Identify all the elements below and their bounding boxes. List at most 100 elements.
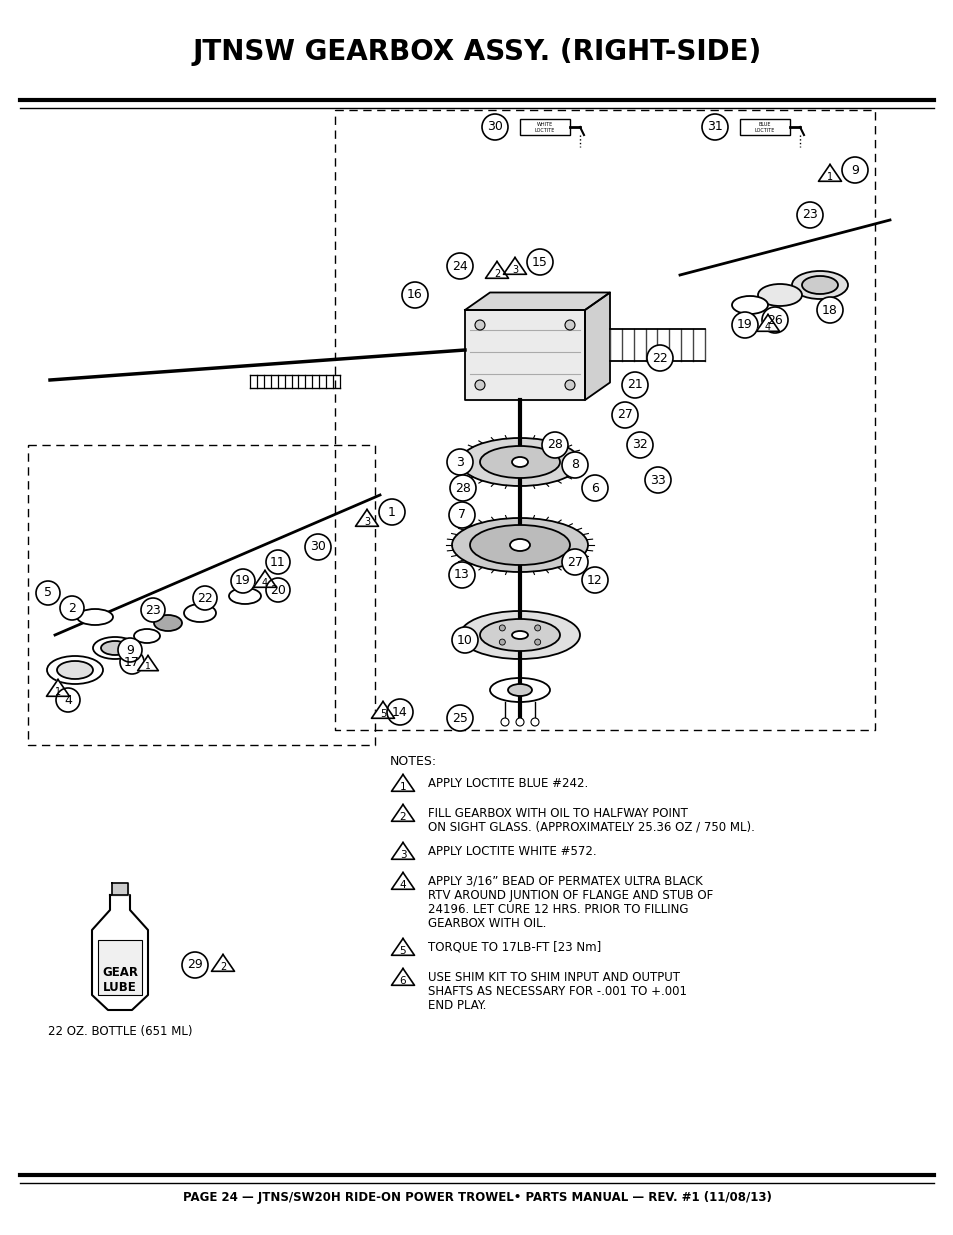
Bar <box>740 119 789 135</box>
Text: 4: 4 <box>64 694 71 706</box>
Circle shape <box>447 450 473 475</box>
Circle shape <box>193 585 216 610</box>
Text: 18: 18 <box>821 304 837 316</box>
Circle shape <box>449 501 475 529</box>
Polygon shape <box>464 293 609 310</box>
Polygon shape <box>391 774 414 792</box>
Circle shape <box>526 249 553 275</box>
Ellipse shape <box>479 446 559 478</box>
Ellipse shape <box>479 619 559 651</box>
Text: 19: 19 <box>737 319 752 331</box>
Circle shape <box>531 718 538 726</box>
Ellipse shape <box>801 275 837 294</box>
Circle shape <box>564 320 575 330</box>
Circle shape <box>731 312 758 338</box>
Circle shape <box>761 308 787 333</box>
Circle shape <box>816 296 842 324</box>
Circle shape <box>701 114 727 140</box>
Text: 22: 22 <box>197 592 213 604</box>
Circle shape <box>447 253 473 279</box>
Text: 10: 10 <box>456 634 473 646</box>
Text: 22 OZ. BOTTLE (651 ML): 22 OZ. BOTTLE (651 ML) <box>48 1025 193 1037</box>
Polygon shape <box>584 293 609 400</box>
Text: END PLAY.: END PLAY. <box>428 999 486 1011</box>
Polygon shape <box>391 968 414 986</box>
Circle shape <box>475 320 484 330</box>
Text: 28: 28 <box>455 482 471 494</box>
Text: 32: 32 <box>632 438 647 452</box>
Text: 5: 5 <box>399 946 406 956</box>
Ellipse shape <box>229 588 261 604</box>
Text: JTNSW GEARBOX ASSY. (RIGHT-SIDE): JTNSW GEARBOX ASSY. (RIGHT-SIDE) <box>193 38 760 65</box>
Circle shape <box>378 499 405 525</box>
Text: 8: 8 <box>571 458 578 472</box>
Circle shape <box>564 380 575 390</box>
Ellipse shape <box>731 296 767 314</box>
Ellipse shape <box>133 629 160 643</box>
Polygon shape <box>391 939 414 956</box>
Polygon shape <box>47 679 70 697</box>
Polygon shape <box>391 872 414 889</box>
Ellipse shape <box>512 631 527 638</box>
Circle shape <box>500 718 509 726</box>
Circle shape <box>516 718 523 726</box>
Text: 30: 30 <box>487 121 502 133</box>
Text: APPLY 3/16” BEAD OF PERMATEX ULTRA BLACK: APPLY 3/16” BEAD OF PERMATEX ULTRA BLACK <box>428 876 702 888</box>
Text: LOCTITE: LOCTITE <box>754 128 775 133</box>
Text: WHITE: WHITE <box>537 121 553 126</box>
Text: 15: 15 <box>532 256 547 268</box>
Text: 1: 1 <box>55 687 61 697</box>
Circle shape <box>141 598 165 622</box>
Text: 5: 5 <box>44 587 52 599</box>
Circle shape <box>56 688 80 713</box>
Ellipse shape <box>459 438 579 487</box>
Circle shape <box>401 282 428 308</box>
Text: FILL GEARBOX WITH OIL TO HALFWAY POINT: FILL GEARBOX WITH OIL TO HALFWAY POINT <box>428 806 687 820</box>
Circle shape <box>182 952 208 978</box>
Text: RTV AROUND JUNTION OF FLANGE AND STUB OF: RTV AROUND JUNTION OF FLANGE AND STUB OF <box>428 889 713 902</box>
Ellipse shape <box>791 270 847 299</box>
Polygon shape <box>756 315 779 331</box>
Ellipse shape <box>490 678 550 701</box>
Text: 2: 2 <box>68 601 76 615</box>
Polygon shape <box>391 842 414 860</box>
Circle shape <box>450 475 476 501</box>
Bar <box>98 940 142 995</box>
Circle shape <box>498 625 505 631</box>
Text: 24: 24 <box>452 259 467 273</box>
Polygon shape <box>355 510 378 526</box>
Circle shape <box>481 114 507 140</box>
Text: 5: 5 <box>379 709 386 719</box>
Text: 19: 19 <box>234 574 251 588</box>
Ellipse shape <box>452 517 587 572</box>
Text: 33: 33 <box>649 473 665 487</box>
Text: 26: 26 <box>766 314 782 326</box>
Circle shape <box>387 699 413 725</box>
Circle shape <box>581 567 607 593</box>
Text: GEARBOX WITH OIL.: GEARBOX WITH OIL. <box>428 918 546 930</box>
Circle shape <box>541 432 567 458</box>
Ellipse shape <box>184 604 215 622</box>
Text: 13: 13 <box>454 568 470 582</box>
Text: 22: 22 <box>652 352 667 364</box>
Text: 4: 4 <box>764 321 770 331</box>
Text: 3: 3 <box>399 850 406 860</box>
Text: APPLY LOCTITE BLUE #242.: APPLY LOCTITE BLUE #242. <box>428 777 588 790</box>
Polygon shape <box>503 258 526 274</box>
Text: 2: 2 <box>399 811 406 821</box>
Circle shape <box>231 569 254 593</box>
Circle shape <box>449 562 475 588</box>
Polygon shape <box>91 895 148 1010</box>
Circle shape <box>36 580 60 605</box>
Text: 1: 1 <box>388 505 395 519</box>
Circle shape <box>534 638 540 645</box>
Text: 14: 14 <box>392 705 408 719</box>
Polygon shape <box>391 804 414 821</box>
Text: 9: 9 <box>126 643 133 657</box>
Text: 1: 1 <box>399 782 406 792</box>
Circle shape <box>120 650 144 674</box>
Circle shape <box>561 550 587 576</box>
Text: 2: 2 <box>494 268 499 279</box>
Text: 24196. LET CURE 12 HRS. PRIOR TO FILLING: 24196. LET CURE 12 HRS. PRIOR TO FILLING <box>428 903 688 916</box>
Text: 6: 6 <box>399 976 406 986</box>
